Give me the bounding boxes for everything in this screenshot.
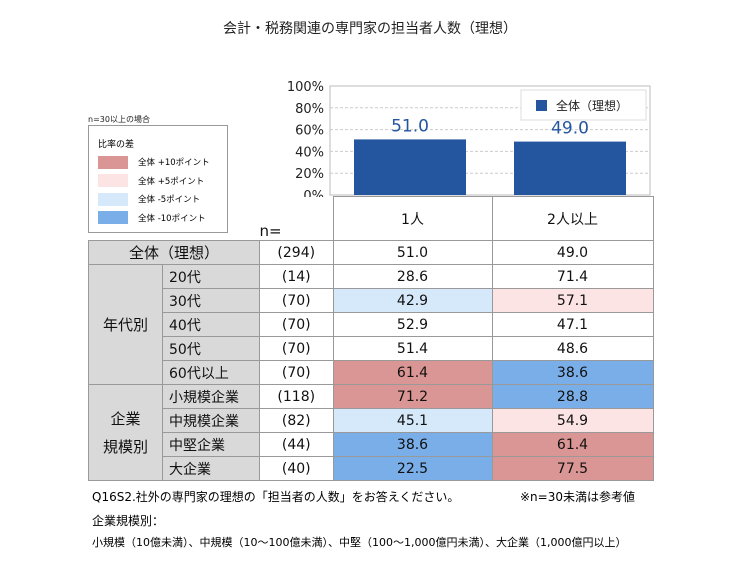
legend-label: 全体 -10ポイント — [138, 213, 206, 224]
value-cell: 57.1 — [491, 288, 654, 313]
size-definition-title: 企業規模別： — [92, 514, 165, 528]
table-row-total: 全体（理想） (294) 51.0 49.0 — [88, 240, 654, 265]
column-header: 1人 — [332, 196, 493, 241]
data-table: n= 1人 2人以上 全体（理想） (294) 51.0 49.0 年代別 20代 (14) 28.… — [88, 196, 654, 481]
group-label: 年代別 — [88, 264, 163, 385]
header-blank — [89, 197, 260, 241]
legend-swatch — [98, 174, 128, 187]
row-label: 20代 — [162, 264, 260, 289]
value-cell: 71.2 — [332, 384, 493, 409]
n-value: (118) — [259, 384, 334, 409]
y-tick-label: 0% — [303, 189, 324, 197]
row-label: 50代 — [162, 336, 260, 361]
bar — [354, 139, 466, 195]
chart-title: 会計・税務関連の専門家の担当者人数（理想） — [223, 21, 517, 37]
y-tick-label: 60% — [295, 124, 324, 139]
table-row: 中堅企業 (44) 38.6 61.4 — [89, 432, 654, 457]
value-cell: 38.6 — [491, 360, 654, 385]
group-label: 企業 規模別 — [88, 384, 163, 481]
n-value: (70) — [259, 312, 334, 337]
table-row: 大企業 (40) 22.5 77.5 — [89, 456, 654, 481]
table-row: 企業 規模別 小規模企業 (118) 71.2 28.8 — [88, 384, 654, 481]
data-label: 51.0 — [391, 116, 429, 136]
value-cell: 45.1 — [332, 408, 493, 433]
y-tick-label: 80% — [295, 102, 324, 117]
value-cell: 28.8 — [491, 384, 654, 409]
value-cell: 77.5 — [491, 456, 654, 481]
n-header: n= — [259, 222, 282, 240]
n-value: (294) — [259, 240, 334, 265]
bar — [514, 141, 626, 195]
n-value: (14) — [259, 264, 334, 289]
n-value: (70) — [259, 336, 334, 361]
table-row: 60代以上 (70) 61.4 38.6 — [89, 360, 654, 385]
y-tick-label: 40% — [295, 145, 324, 160]
table-row: 年代別 20代 (14) 28.6 71.4 — [88, 264, 654, 385]
header-row: n= 1人 2人以上 — [89, 196, 654, 241]
row-label: 60代以上 — [162, 360, 260, 385]
bar-chart: 0% 20% 40% 60% 80% 100% 51.0 49.0 全体（理想） — [287, 80, 651, 197]
value-cell: 38.6 — [332, 432, 493, 457]
value-cell: 71.4 — [491, 264, 654, 289]
y-tick-label: 100% — [287, 80, 324, 95]
size-definition: 小規模（10億未満）、中規模（10～100億未満）、中堅（100～1,000億円… — [92, 536, 627, 549]
diff-legend-item: 全体 +5ポイント — [98, 174, 205, 187]
legend-swatch — [98, 192, 128, 206]
table-row: 中規模企業 (82) 45.1 54.9 — [89, 408, 654, 433]
row-label: 全体（理想） — [88, 240, 260, 265]
value-cell: 61.4 — [491, 432, 654, 457]
legend-label: 全体 -5ポイント — [138, 195, 201, 205]
legend-swatch — [98, 155, 128, 169]
n-value: (44) — [259, 432, 334, 457]
row-label: 30代 — [162, 288, 260, 313]
legend-label: 全体（理想） — [556, 98, 628, 113]
sample-note: ※n=30未満は参考値 — [520, 490, 635, 504]
table-row: 30代 (70) 42.9 57.1 — [89, 288, 654, 313]
legend-swatch — [536, 100, 547, 111]
row-label: 小規模企業 — [162, 384, 260, 409]
n-value: (70) — [259, 288, 334, 313]
y-tick-label: 20% — [295, 167, 324, 182]
column-header: 2人以上 — [491, 196, 654, 241]
value-cell: 47.1 — [491, 312, 654, 337]
value-cell: 52.9 — [332, 312, 493, 337]
value-cell: 54.9 — [491, 408, 654, 433]
value-cell: 22.5 — [332, 456, 493, 481]
row-label: 中規模企業 — [162, 408, 260, 433]
row-label: 大企業 — [162, 456, 260, 481]
question-text: Q16S2.社外の専門家の理想の「担当者の人数」をお答えください。 — [92, 490, 460, 504]
legend-swatch — [98, 211, 128, 224]
data-label: 49.0 — [551, 119, 589, 139]
table-row: 40代 (70) 52.9 47.1 — [89, 312, 654, 337]
diff-legend-item: 全体 -5ポイント — [98, 192, 201, 206]
diff-legend-item: 全体 +10ポイント — [98, 155, 210, 169]
row-label: 40代 — [162, 312, 260, 337]
value-cell: 42.9 — [332, 288, 493, 313]
n-value: (70) — [259, 360, 334, 385]
table-row: 50代 (70) 51.4 48.6 — [89, 336, 654, 361]
n-condition-note: n=30以上の場合 — [88, 115, 150, 124]
value-cell: 61.4 — [332, 360, 493, 385]
diff-legend: 比率の差 全体 +10ポイント 全体 +5ポイント 全体 -5ポイント 全体 -10ポ… — [88, 125, 228, 233]
value-cell: 28.6 — [332, 264, 493, 289]
row-label: 中堅企業 — [162, 432, 260, 457]
value-cell: 49.0 — [491, 240, 654, 265]
diff-legend-title: 比率の差 — [98, 140, 135, 150]
value-cell: 48.6 — [491, 336, 654, 361]
legend-label: 全体 +10ポイント — [138, 158, 210, 168]
diff-legend-item: 全体 -10ポイント — [98, 211, 206, 224]
n-value: (82) — [259, 408, 334, 433]
n-value: (40) — [259, 456, 334, 481]
value-cell: 51.4 — [332, 336, 493, 361]
value-cell: 51.0 — [332, 240, 493, 265]
legend-label: 全体 +5ポイント — [138, 176, 205, 187]
